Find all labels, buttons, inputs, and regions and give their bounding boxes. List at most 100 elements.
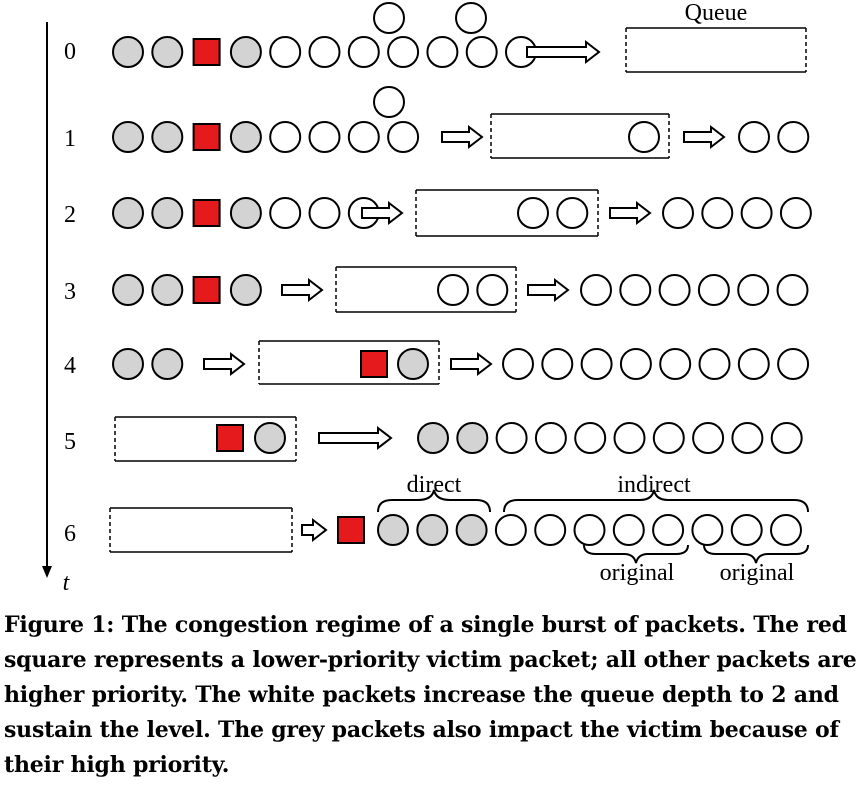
row-label-6: 6 — [64, 521, 76, 547]
grey-packet — [229, 36, 262, 68]
white-packet — [779, 197, 812, 229]
original-brace-1 — [583, 544, 689, 564]
white-packet — [437, 274, 469, 306]
victim-packet — [192, 38, 221, 66]
grey-packet — [377, 514, 409, 546]
white-packet — [619, 348, 652, 380]
white-packet — [455, 2, 487, 34]
white-packet — [770, 514, 802, 546]
white-packet — [619, 274, 652, 306]
grey-packet — [112, 274, 144, 306]
flow-arrow — [450, 351, 493, 377]
white-packet — [731, 422, 764, 454]
grey-packet — [254, 422, 286, 454]
victim-packet — [192, 276, 221, 304]
white-packet — [541, 348, 574, 380]
white-packet — [730, 514, 763, 546]
white-packet — [465, 36, 498, 68]
flow-arrow — [318, 425, 393, 451]
grey-packet — [416, 514, 449, 546]
grey-packet — [112, 197, 144, 229]
queue-box — [109, 507, 293, 553]
white-packet — [502, 348, 534, 380]
indirect-brace — [503, 489, 809, 513]
white-packet — [308, 197, 341, 229]
white-packet — [580, 348, 613, 380]
grey-packet — [455, 514, 488, 546]
white-packet — [776, 274, 809, 306]
white-packet — [737, 274, 770, 306]
grey-packet — [229, 197, 262, 229]
row-label-0: 0 — [64, 39, 76, 65]
white-packet — [701, 197, 734, 229]
white-packet — [740, 197, 773, 229]
queue-box — [625, 27, 807, 73]
white-packet — [556, 197, 589, 229]
grey-packet — [229, 274, 262, 306]
white-packet — [308, 121, 341, 153]
white-packet — [613, 422, 646, 454]
white-packet — [387, 36, 420, 68]
flow-arrow — [281, 277, 324, 303]
original-label-2: original — [720, 560, 795, 586]
victim-packet — [216, 424, 244, 452]
grey-packet — [151, 36, 184, 68]
grey-packet — [229, 121, 262, 153]
white-packet — [347, 36, 380, 68]
original-brace-2 — [703, 544, 809, 564]
flow-arrow — [301, 517, 328, 543]
flow-arrow — [683, 124, 726, 150]
white-packet — [347, 121, 380, 153]
flow-arrow — [203, 351, 246, 377]
white-packet — [777, 348, 810, 380]
white-packet — [628, 121, 660, 153]
figure-caption: Figure 1: The congestion regime of a sin… — [4, 612, 857, 778]
victim-packet — [192, 123, 221, 151]
arrows — [203, 39, 726, 543]
white-packet — [373, 2, 405, 34]
white-packet — [658, 274, 691, 306]
congestion-diagram: t 0 1 2 3 4 5 6 Queue direct indirect or… — [42, 0, 812, 596]
white-packet — [659, 348, 692, 380]
row-label-5: 5 — [64, 429, 76, 455]
white-packet — [697, 274, 730, 306]
row-label-3: 3 — [64, 279, 76, 305]
white-packet — [691, 514, 724, 546]
white-packet — [494, 514, 527, 546]
white-packet — [692, 422, 725, 454]
grey-packet — [151, 348, 184, 380]
queues — [109, 27, 807, 553]
victim-packet — [192, 199, 221, 227]
white-packet — [269, 197, 302, 229]
braces — [377, 489, 809, 564]
grey-packet — [151, 121, 184, 153]
indirect-label: indirect — [617, 472, 691, 498]
white-packet — [426, 36, 459, 68]
row-label-2: 2 — [64, 202, 76, 228]
white-packet — [770, 422, 803, 454]
time-axis-label: t — [63, 570, 71, 596]
grey-packet — [456, 422, 489, 454]
queue-label: Queue — [685, 0, 748, 26]
grey-packet — [397, 348, 429, 380]
white-packet — [476, 274, 509, 306]
white-packet — [308, 36, 341, 68]
white-packet — [698, 348, 731, 380]
white-packet — [652, 422, 685, 454]
queue-box — [114, 416, 297, 462]
white-packet — [652, 514, 685, 546]
flow-arrow — [361, 200, 404, 226]
white-packet — [580, 274, 612, 306]
grey-packet — [151, 274, 184, 306]
white-packet — [387, 121, 420, 153]
flow-arrow — [527, 277, 570, 303]
white-packet — [269, 36, 302, 68]
white-packet — [495, 422, 528, 454]
queue-box — [258, 340, 440, 385]
grey-packet — [112, 348, 144, 380]
flow-arrow — [609, 200, 652, 226]
queue-box — [415, 189, 599, 237]
original-label-1: original — [600, 560, 675, 586]
white-packet — [373, 86, 405, 118]
white-packet — [738, 121, 770, 153]
